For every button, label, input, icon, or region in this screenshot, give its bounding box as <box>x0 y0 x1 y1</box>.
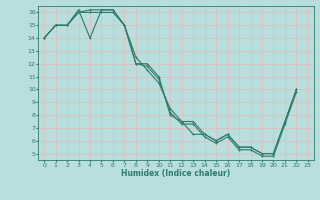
X-axis label: Humidex (Indice chaleur): Humidex (Indice chaleur) <box>121 169 231 178</box>
